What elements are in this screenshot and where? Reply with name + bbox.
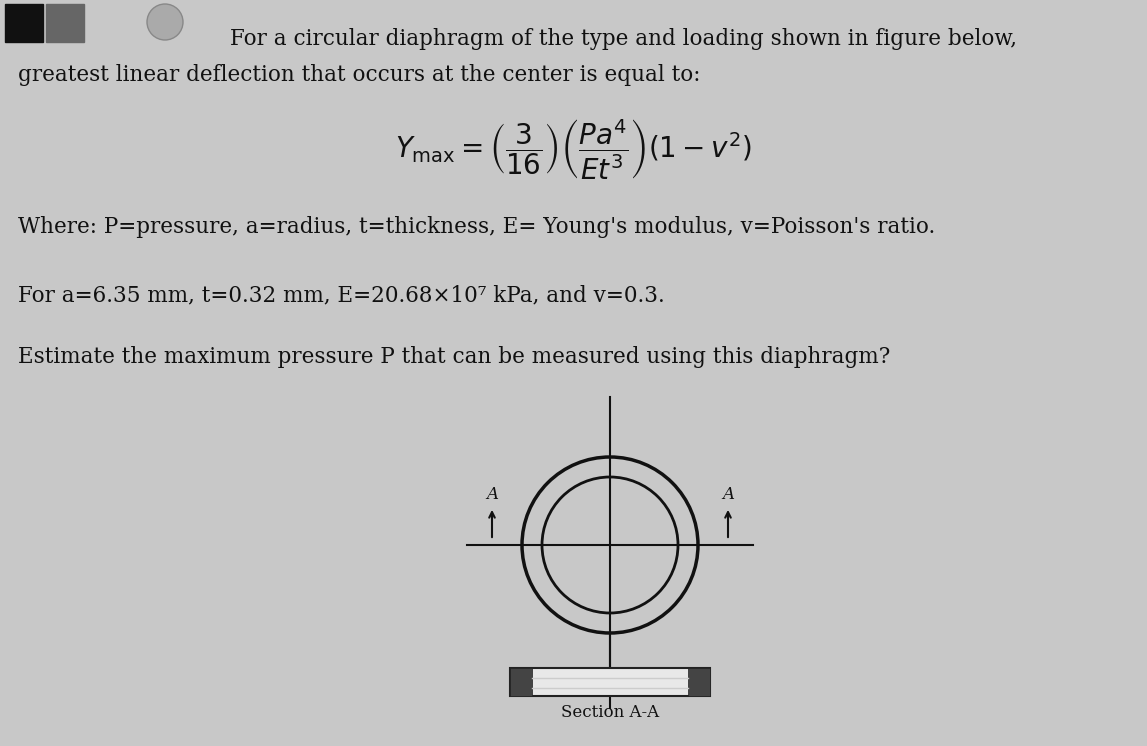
Text: For a=6.35 mm, t=0.32 mm, E=20.68×10⁷ kPa, and v=0.3.: For a=6.35 mm, t=0.32 mm, E=20.68×10⁷ kP… [18,284,665,306]
Text: A: A [721,486,734,503]
Bar [510,668,710,696]
Text: Where: P=pressure, a=radius, t=thickness, E= Young's modulus, v=Poisson's ratio.: Where: P=pressure, a=radius, t=thickness… [18,216,935,238]
Text: Section A-A: Section A-A [561,704,660,721]
Bar [688,668,710,696]
Bar [510,668,532,696]
Text: A: A [486,486,498,503]
Text: For a circular diaphragm of the type and loading shown in figure below,: For a circular diaphragm of the type and… [231,28,1017,50]
Bar [5,4,42,42]
Bar [46,4,84,42]
Text: greatest linear deflection that occurs at the center is equal to:: greatest linear deflection that occurs a… [18,64,701,86]
Text: Estimate the maximum pressure P that can be measured using this diaphragm?: Estimate the maximum pressure P that can… [18,346,890,368]
Text: $Y_{\mathrm{max}} = \left(\dfrac{3}{16}\right)\left(\dfrac{Pa^4}{Et^3}\right)\le: $Y_{\mathrm{max}} = \left(\dfrac{3}{16}\… [395,118,751,183]
Circle shape [147,4,184,40]
